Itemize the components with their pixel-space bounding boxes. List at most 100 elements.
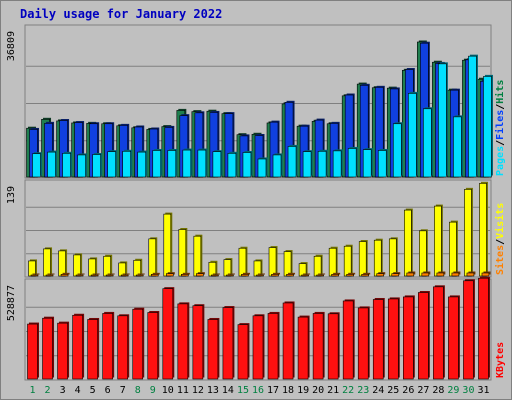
bar-pages-day-13: [212, 150, 223, 178]
bar-kbytes-day-9: [147, 311, 160, 380]
panel-legend: Pages/Files/Hits: [494, 80, 506, 176]
bar-sites-day-4: [75, 273, 85, 277]
bar-kbytes-day-29: [448, 295, 460, 380]
panel-kbytes: 528877 KBytes: [6, 276, 506, 381]
series-visits: [28, 181, 488, 277]
bar-sites-day-10: [165, 272, 175, 277]
bar-pages-day-10: [167, 148, 178, 178]
x-tick-label: 23: [357, 385, 369, 396]
x-tick-label: 28: [432, 385, 444, 396]
bar-kbytes-day-28: [433, 285, 445, 380]
bar-kbytes-day-14: [222, 306, 235, 380]
bar-pages-day-20: [317, 149, 328, 178]
bar-visits-day-6: [103, 254, 113, 277]
bar-pages-day-19: [302, 150, 313, 178]
bar-kbytes-day-20: [312, 311, 325, 380]
bar-visits-day-28: [434, 204, 443, 277]
bar-kbytes-day-31: [478, 276, 490, 380]
bar-sites-day-31: [481, 271, 491, 277]
bar-pages-day-9: [152, 148, 163, 178]
x-tick-label: 2: [45, 385, 51, 396]
bar-visits-day-21: [328, 246, 338, 277]
bar-pages-day-4: [77, 153, 88, 178]
x-tick-label: 25: [387, 385, 399, 396]
bar-kbytes-day-4: [72, 313, 85, 380]
legend-sites: Sites: [494, 245, 506, 275]
bar-pages-day-17: [272, 153, 283, 178]
bar-sites-day-18: [286, 272, 296, 277]
bar-pages-day-30: [468, 54, 478, 178]
bar-sites-day-16: [256, 273, 265, 277]
x-tick-label: 13: [207, 385, 219, 396]
x-tick-label: 31: [477, 385, 489, 396]
bar-sites-day-13: [211, 273, 220, 277]
bar-kbytes-day-12: [192, 304, 205, 380]
bar-kbytes-day-3: [57, 321, 70, 380]
x-tick-label: 16: [252, 385, 264, 396]
bar-sites-day-3: [60, 272, 70, 277]
x-tick-label: 1: [30, 385, 36, 396]
bar-kbytes-day-7: [117, 314, 130, 380]
bar-pages-day-26: [408, 91, 418, 178]
bar-kbytes-day-19: [297, 315, 310, 380]
bar-sites-day-24: [376, 272, 386, 277]
bar-kbytes-day-25: [387, 297, 400, 380]
bar-pages-day-23: [362, 148, 373, 178]
bar-pages-day-27: [423, 107, 433, 178]
bar-sites-day-21: [331, 272, 341, 277]
bar-sites-day-26: [406, 271, 416, 277]
bar-sites-day-27: [421, 271, 431, 277]
x-tick-label: 14: [222, 385, 234, 396]
bar-pages-day-31: [483, 74, 493, 178]
bar-visits-day-3: [58, 249, 68, 277]
bar-pages-day-18: [287, 144, 298, 178]
series-kbytes: [27, 276, 490, 380]
bar-pages-day-5: [92, 153, 103, 178]
bar-pages-day-15: [242, 150, 253, 178]
bar-visits-day-9: [148, 237, 158, 277]
bar-kbytes-day-6: [102, 311, 115, 380]
bar-visits-day-25: [388, 237, 398, 277]
legend-hits: Hits: [494, 80, 506, 104]
x-tick-label: 21: [327, 385, 339, 396]
bar-sites-day-25: [391, 272, 401, 277]
bar-kbytes-day-22: [342, 299, 355, 380]
bar-kbytes-day-30: [463, 279, 475, 380]
bar-pages-day-14: [227, 151, 238, 178]
bar-visits-day-2: [43, 247, 53, 277]
x-tick-label: 30: [462, 385, 474, 396]
legend-separator: /: [495, 104, 506, 110]
bar-pages-day-22: [347, 146, 358, 178]
bar-visits-day-27: [419, 229, 428, 277]
bar-visits-day-8: [133, 258, 143, 277]
bar-visits-day-5: [88, 257, 98, 277]
bar-kbytes-day-10: [162, 287, 175, 380]
series-pages: [32, 54, 493, 178]
x-tick-label: 26: [402, 385, 414, 396]
bar-pages-day-21: [332, 149, 343, 178]
bar-pages-day-7: [122, 149, 133, 178]
bar-kbytes-day-21: [327, 312, 340, 380]
series-sites: [30, 271, 491, 277]
bar-visits-day-4: [73, 253, 83, 277]
x-tick-label: 3: [60, 385, 66, 396]
x-axis: 1 2 3 4 5 6 7 8 9 10 11 12 13 14 15 16 17 18 19 20 21 22 23 24 2…: [30, 385, 490, 396]
bar-visits-day-31: [479, 181, 488, 277]
bar-visits-day-26: [404, 208, 413, 277]
bar-sites-day-2: [45, 273, 55, 277]
bar-sites-day-19: [301, 273, 311, 277]
bar-sites-day-23: [361, 272, 371, 277]
x-tick-label: 12: [192, 385, 204, 396]
bar-pages-day-24: [377, 148, 388, 178]
legend-separator: /: [495, 140, 506, 146]
bar-sites-day-22: [346, 272, 356, 277]
bar-visits-day-29: [449, 220, 458, 277]
bar-kbytes-day-18: [282, 301, 295, 380]
legend-kbytes: KBytes: [495, 342, 506, 378]
bar-pages-day-2: [47, 150, 58, 178]
bar-sites-day-28: [436, 271, 446, 277]
bar-pages-day-25: [392, 122, 403, 178]
bar-sites-day-11: [181, 272, 190, 277]
